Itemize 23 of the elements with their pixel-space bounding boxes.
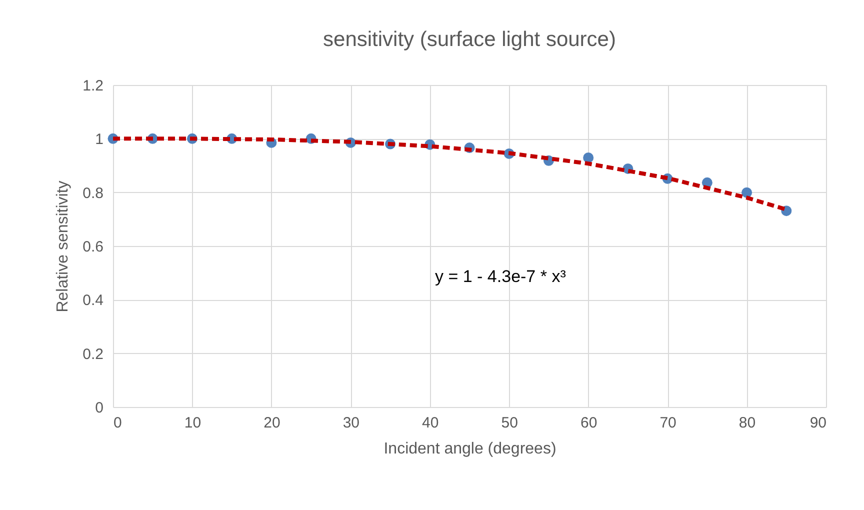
y-tick-label: 0.6	[82, 238, 104, 256]
chart-title: sensitivity (surface light source)	[323, 28, 616, 51]
point	[742, 187, 752, 198]
x-tick-label: 70	[660, 414, 676, 432]
annotation: y = 1 - 4.3e-7 * x³	[435, 267, 566, 286]
x-tick-label: 0	[114, 414, 122, 432]
y-tick-label: 0	[95, 400, 104, 416]
x-tick-label: 50	[501, 414, 518, 432]
y-tick-label: 0.2	[82, 346, 104, 363]
x-tick-label: 40	[422, 414, 439, 432]
point	[583, 152, 594, 163]
x-tick-label: 20	[264, 414, 280, 432]
x-tick-label: 60	[580, 414, 598, 432]
y-tick-label: 1	[95, 131, 104, 148]
y-tick-label: 0.4	[82, 292, 104, 310]
x-axis-title: Incident angle (degrees)	[384, 440, 556, 458]
x-tick-label: 80	[738, 414, 756, 432]
y-tick-label: 0.8	[82, 184, 104, 202]
y-axis-title: Relative sensitivity	[54, 180, 72, 312]
x-tick-label: 90	[810, 414, 826, 432]
y-tick-label: 1.2	[82, 78, 104, 94]
x-tick-label: 30	[342, 414, 360, 432]
x-tick-label: 10	[184, 414, 202, 432]
